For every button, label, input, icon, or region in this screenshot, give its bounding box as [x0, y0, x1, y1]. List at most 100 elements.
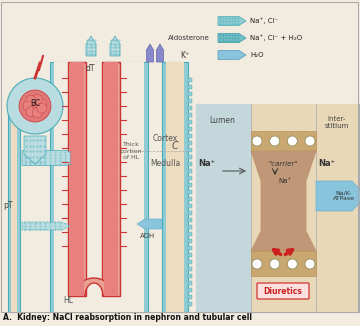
Text: Na⁺: Na⁺ — [198, 159, 216, 168]
Bar — [102, 62, 120, 296]
Bar — [50, 62, 148, 312]
Text: Aldosterone: Aldosterone — [168, 35, 210, 41]
Circle shape — [305, 259, 315, 269]
Circle shape — [26, 107, 36, 117]
Bar — [188, 113, 192, 117]
Circle shape — [287, 136, 297, 146]
Bar — [188, 267, 192, 271]
FancyBboxPatch shape — [257, 283, 309, 299]
Bar — [188, 197, 192, 201]
Circle shape — [32, 94, 42, 104]
Circle shape — [270, 259, 280, 269]
FancyArrow shape — [137, 219, 162, 229]
Bar — [188, 155, 192, 159]
Bar — [188, 281, 192, 285]
Circle shape — [32, 108, 42, 118]
FancyArrow shape — [218, 51, 246, 60]
Bar — [188, 260, 192, 264]
Bar — [104, 62, 118, 296]
Bar — [188, 148, 192, 152]
FancyArrow shape — [86, 36, 96, 56]
Text: Na⁺: Na⁺ — [318, 159, 335, 168]
Text: ADH: ADH — [140, 233, 156, 239]
Text: "carrier": "carrier" — [268, 161, 298, 167]
Circle shape — [7, 78, 63, 134]
Bar — [188, 239, 192, 243]
Bar — [188, 85, 192, 89]
Bar — [188, 218, 192, 222]
Bar — [196, 104, 359, 312]
FancyArrow shape — [110, 36, 120, 56]
Bar — [196, 104, 251, 312]
Bar — [188, 162, 192, 166]
Bar — [188, 176, 192, 180]
Text: Medulla: Medulla — [150, 159, 180, 168]
Text: dT: dT — [85, 64, 95, 73]
Circle shape — [37, 103, 47, 113]
Bar — [188, 302, 192, 306]
Bar — [188, 295, 192, 299]
Bar — [8, 102, 20, 312]
Bar — [188, 127, 192, 131]
Polygon shape — [251, 131, 316, 151]
Bar — [188, 99, 192, 103]
Bar — [251, 104, 316, 312]
FancyArrow shape — [316, 181, 360, 211]
Text: Na/K-
ATPase: Na/K- ATPase — [333, 191, 355, 201]
Text: C: C — [172, 141, 178, 151]
Bar — [188, 183, 192, 187]
Bar — [188, 78, 192, 82]
Bar — [188, 274, 192, 278]
Polygon shape — [251, 151, 316, 251]
Circle shape — [37, 99, 47, 109]
Text: Na⁺, Cl⁻: Na⁺, Cl⁻ — [250, 18, 278, 24]
Bar — [188, 190, 192, 194]
Bar — [188, 92, 192, 96]
Circle shape — [23, 101, 33, 111]
Text: BC: BC — [30, 98, 40, 108]
Text: H₂O: H₂O — [250, 52, 264, 58]
Circle shape — [305, 136, 315, 146]
Bar — [188, 106, 192, 110]
Bar — [188, 288, 192, 292]
Text: pT: pT — [3, 201, 13, 211]
Bar — [1, 2, 193, 312]
Text: HL: HL — [63, 296, 73, 305]
Text: Thick
portion
of HL: Thick portion of HL — [120, 142, 142, 160]
Bar — [188, 253, 192, 257]
Bar — [166, 62, 184, 312]
FancyArrow shape — [22, 222, 70, 230]
Circle shape — [287, 259, 297, 269]
Text: Lumen: Lumen — [209, 116, 235, 125]
Bar — [188, 225, 192, 229]
Bar — [188, 232, 192, 236]
Text: K⁺: K⁺ — [180, 51, 189, 60]
Bar — [188, 204, 192, 208]
Bar — [188, 134, 192, 138]
Bar — [54, 62, 144, 312]
Circle shape — [252, 259, 262, 269]
Polygon shape — [251, 251, 316, 276]
Circle shape — [270, 136, 280, 146]
Text: Cortex: Cortex — [152, 134, 177, 143]
Bar — [188, 169, 192, 173]
FancyArrow shape — [22, 151, 77, 166]
FancyArrow shape — [218, 17, 246, 25]
Bar — [70, 62, 84, 296]
FancyArrow shape — [218, 34, 246, 42]
Bar — [11, 102, 17, 312]
FancyArrow shape — [147, 44, 153, 62]
Bar — [316, 104, 359, 312]
Circle shape — [252, 136, 262, 146]
Text: A.  Kidney: NaCl reabsorption in nephron and tubular cell: A. Kidney: NaCl reabsorption in nephron … — [3, 314, 252, 322]
Text: Diuretics: Diuretics — [264, 287, 302, 295]
FancyArrow shape — [24, 136, 46, 164]
Circle shape — [19, 90, 51, 122]
Bar — [188, 246, 192, 250]
Text: Inter-
stitium: Inter- stitium — [325, 116, 349, 129]
Text: Na⁺, Cl⁻ + H₂O: Na⁺, Cl⁻ + H₂O — [250, 35, 302, 41]
Bar — [188, 141, 192, 145]
Circle shape — [26, 95, 36, 105]
FancyArrow shape — [157, 44, 163, 62]
Polygon shape — [75, 278, 113, 296]
